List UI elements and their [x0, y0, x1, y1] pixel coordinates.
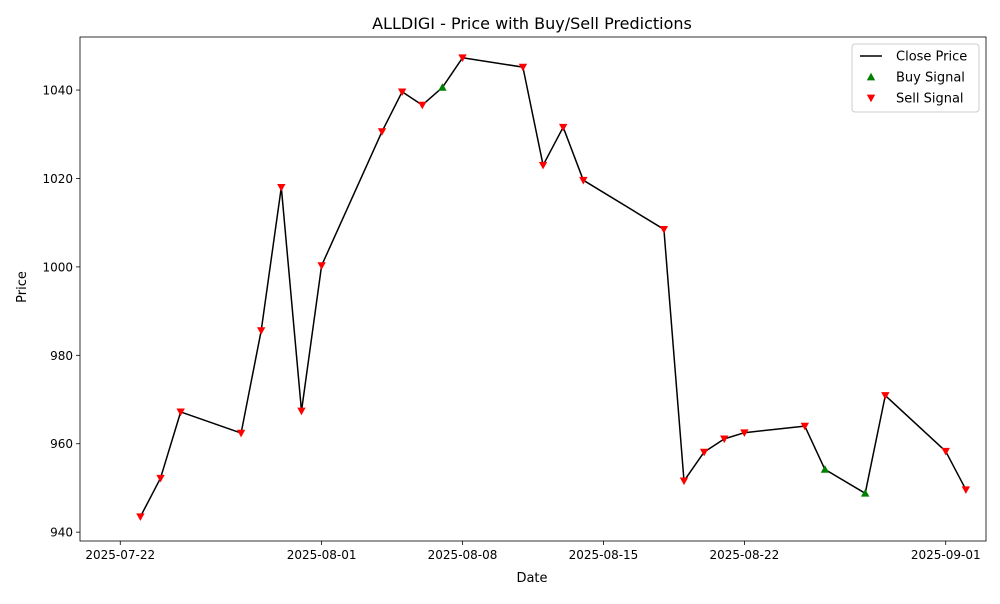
sell-signal-marker: [257, 327, 266, 335]
sell-signal-marker: [881, 392, 890, 400]
buy-signal-marker: [438, 83, 447, 91]
sell-signal-marker: [317, 262, 326, 270]
buy-signal-marker: [820, 465, 830, 473]
sell-signal-marker: [156, 474, 165, 483]
legend-buy-swatch: [866, 72, 876, 81]
y-tick-label: 1000: [42, 260, 73, 274]
sell-signal-marker: [961, 486, 971, 494]
legend-label: Close Price: [896, 50, 967, 65]
plot-frame: [79, 36, 987, 542]
sell-signal-marker: [397, 88, 407, 97]
plot-area: [136, 54, 971, 521]
y-tick-label: 1040: [42, 84, 73, 98]
chart-title: ALLDIGI - Price with Buy/Sell Prediction…: [372, 14, 692, 33]
y-tick-label: 980: [50, 349, 73, 363]
buy-signal-marker: [861, 489, 870, 497]
sell-signal-marker: [800, 422, 809, 431]
sell-signal-marker: [136, 513, 145, 521]
y-tick-label: 940: [50, 526, 73, 540]
sell-signal-marker: [740, 429, 749, 437]
x-tick-label: 2025-08-15: [569, 548, 639, 562]
sell-signal-marker: [377, 128, 387, 136]
sell-signal-marker: [941, 447, 950, 456]
y-tick-label: 1020: [42, 172, 73, 186]
x-axis-label: Date: [516, 571, 547, 586]
sell-signal-marker: [518, 63, 528, 72]
sell-signal-marker: [720, 435, 729, 444]
sell-signal-marker: [679, 477, 689, 486]
legend-label: Sell Signal: [896, 92, 964, 107]
sell-signal-marker: [236, 429, 246, 438]
close-price-line: [139, 57, 967, 518]
y-axis: 940 960 980 1000 1020 1040: [42, 84, 80, 540]
legend-box: [851, 43, 980, 113]
sell-signal-marker: [458, 54, 467, 62]
x-tick-label: 2025-08-08: [428, 548, 498, 562]
x-tick-label: 2025-09-01: [911, 548, 981, 562]
legend-label: Buy Signal: [896, 71, 965, 86]
sell-signal-marker: [579, 176, 588, 185]
legend: Close Price Buy Signal Sell Signal: [851, 43, 980, 113]
legend-sell-swatch: [866, 94, 876, 103]
x-tick-label: 2025-08-22: [710, 548, 780, 562]
sell-signal-marker: [538, 161, 548, 170]
sell-signal-marker: [659, 225, 669, 234]
x-tick-label: 2025-08-01: [287, 548, 357, 562]
sell-signal-marker: [418, 101, 427, 110]
sell-signal-marker: [297, 407, 306, 416]
y-tick-label: 960: [50, 437, 73, 451]
sell-signal-marker: [559, 123, 568, 132]
sell-signal-marker: [277, 183, 286, 192]
y-axis-label: Price: [15, 271, 30, 303]
x-axis: 2025-07-22 2025-08-01 2025-08-08 2025-08-15…: [85, 541, 981, 562]
x-tick-label: 2025-07-22: [85, 548, 155, 562]
sell-signal-marker: [699, 448, 709, 457]
sell-signal-marker: [176, 408, 185, 417]
